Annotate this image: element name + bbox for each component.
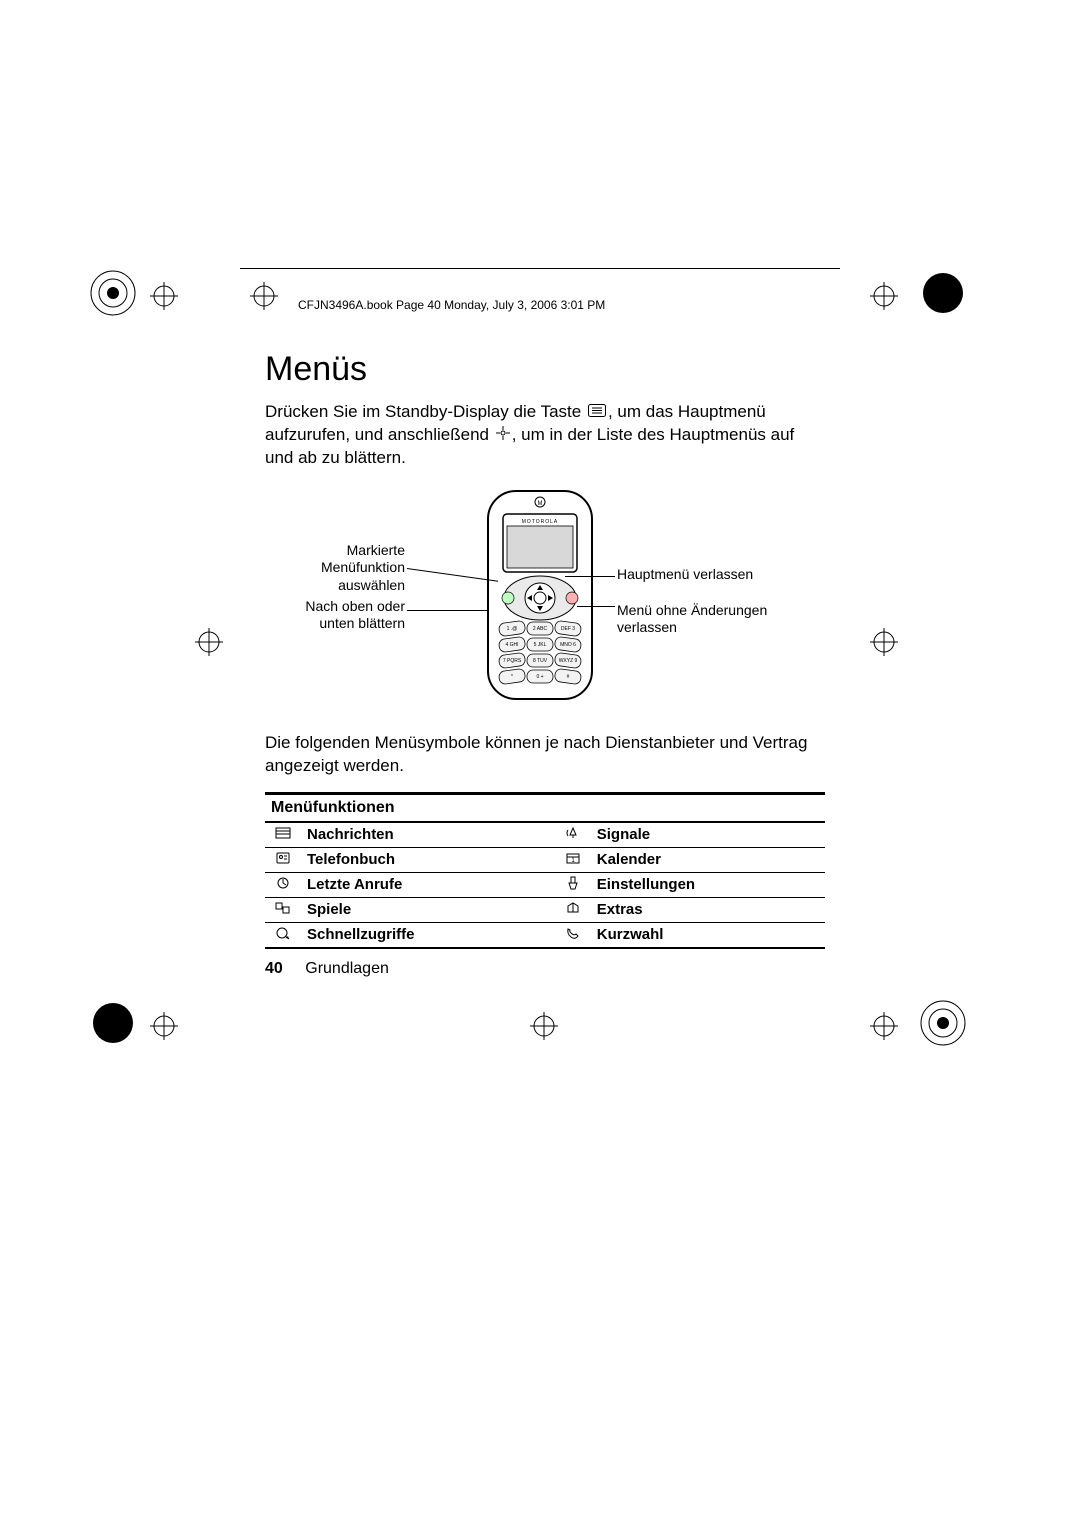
svg-text:MOTOROLA: MOTOROLA — [522, 519, 559, 525]
section-title: Menüs — [265, 350, 825, 389]
table-row: Schnellzugriffe Kurzwahl — [265, 922, 825, 948]
page-footer: 40 Grundlagen — [265, 960, 389, 978]
table-cell: Einstellungen — [591, 872, 825, 897]
registration-cross — [870, 282, 898, 310]
table-cell: Kalender — [591, 847, 825, 872]
table-row: Spiele Extras — [265, 897, 825, 922]
callout-line — [577, 606, 615, 607]
table-row: Nachrichten Signale — [265, 822, 825, 848]
registration-mark — [90, 270, 136, 316]
svg-text:0 +: 0 + — [536, 674, 543, 680]
registration-cross — [250, 282, 278, 310]
svg-text:4 GHI: 4 GHI — [505, 642, 518, 648]
page-number: 40 — [265, 960, 283, 977]
svg-text:*: * — [511, 674, 513, 680]
speeddial-icon — [555, 922, 591, 948]
table-cell: Signale — [591, 822, 825, 848]
table-cell: Spiele — [301, 897, 555, 922]
callout-cancel: Menü ohne Änderungen verlassen — [617, 602, 797, 637]
callout-scroll: Nach oben oder unten blättern — [283, 598, 405, 633]
registration-mark — [90, 1000, 136, 1046]
table-row: Telefonbuch 1 Kalender — [265, 847, 825, 872]
table-cell: Kurzwahl — [591, 922, 825, 948]
calendar-icon: 1 — [555, 847, 591, 872]
phone-figure: M MOTOROLA — [265, 488, 825, 718]
page-content: Menüs Drücken Sie im Standby-Display die… — [265, 350, 825, 949]
section-name: Grundlagen — [305, 960, 389, 977]
svg-text:WXYZ 9: WXYZ 9 — [559, 658, 578, 664]
extras-icon — [555, 897, 591, 922]
svg-text:1 .@: 1 .@ — [507, 626, 518, 632]
registration-cross — [530, 1012, 558, 1040]
settings-icon — [555, 872, 591, 897]
nav-key-icon — [496, 424, 510, 447]
svg-text:M: M — [538, 501, 543, 507]
page-header: CFJN3496A.book Page 40 Monday, July 3, 2… — [298, 298, 605, 312]
table-cell: Letzte Anrufe — [301, 872, 555, 897]
registration-cross — [150, 1012, 178, 1040]
table-row: Letzte Anrufe Einstellungen — [265, 872, 825, 897]
header-rule — [240, 268, 840, 269]
menu-key-icon — [588, 401, 606, 424]
signals-icon — [555, 822, 591, 848]
intro-paragraph: Drücken Sie im Standby-Display die Taste… — [265, 401, 825, 470]
registration-cross — [870, 1012, 898, 1040]
table-cell: Schnellzugriffe — [301, 922, 555, 948]
registration-cross — [195, 628, 223, 656]
games-icon — [265, 897, 301, 922]
table-cell: Nachrichten — [301, 822, 555, 848]
registration-cross — [870, 628, 898, 656]
callout-exit: Hauptmenü verlassen — [617, 566, 787, 584]
phone-illustration: M MOTOROLA — [485, 488, 595, 703]
shortcuts-icon — [265, 922, 301, 948]
table-cell: Extras — [591, 897, 825, 922]
table-header: Menüfunktionen — [265, 793, 825, 822]
registration-mark — [920, 1000, 966, 1046]
svg-text:5 JKL: 5 JKL — [534, 642, 547, 648]
svg-text:MNO 6: MNO 6 — [560, 642, 576, 648]
table-cell: Telefonbuch — [301, 847, 555, 872]
callout-select: Markierte Menüfunktion auswählen — [305, 542, 405, 595]
menu-functions-table: Menüfunktionen Nachrichten Signale Telef… — [265, 792, 825, 949]
svg-text:2 ABC: 2 ABC — [533, 626, 548, 632]
svg-text:8 TUV: 8 TUV — [533, 658, 548, 664]
paragraph-2: Die folgenden Menüsymbole können je nach… — [265, 732, 825, 778]
phonebook-icon — [265, 847, 301, 872]
registration-mark — [920, 270, 966, 316]
callout-line — [407, 610, 487, 611]
messages-icon — [265, 822, 301, 848]
svg-text:DEF 3: DEF 3 — [561, 626, 575, 632]
recent-calls-icon — [265, 872, 301, 897]
registration-cross — [150, 282, 178, 310]
svg-text:#: # — [567, 674, 570, 680]
intro-text-1: Drücken Sie im Standby-Display die Taste — [265, 402, 586, 421]
svg-text:7 PQRS: 7 PQRS — [503, 658, 522, 664]
callout-line — [565, 576, 615, 577]
